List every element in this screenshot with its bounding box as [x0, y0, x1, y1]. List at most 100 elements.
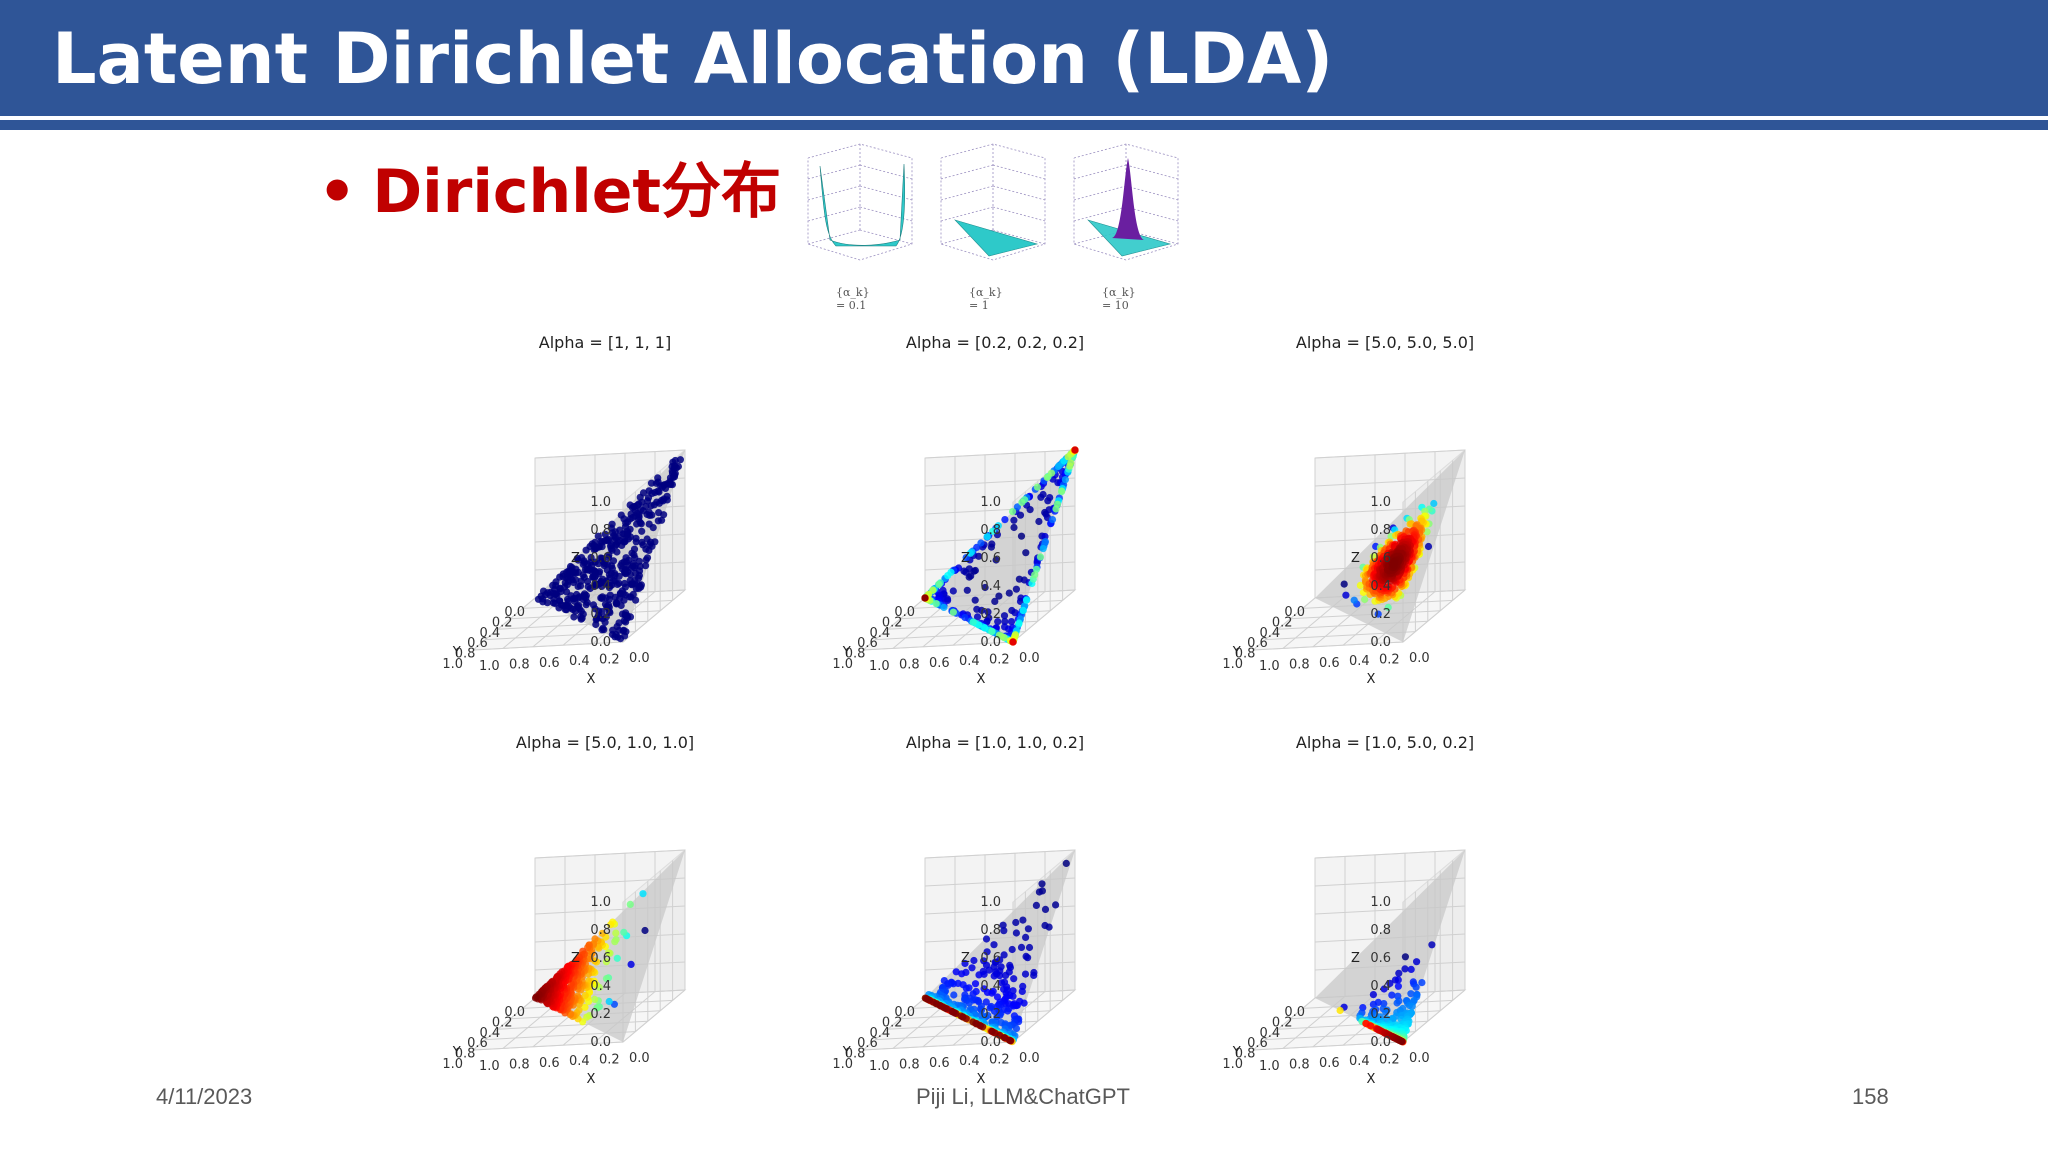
- scatter-point: [591, 935, 599, 943]
- x-tick-label: 0.0: [629, 1051, 650, 1066]
- scatter-point: [609, 557, 618, 565]
- plot-title: Alpha = [1.0, 1.0, 0.2]: [906, 733, 1084, 752]
- scatter-point: [635, 515, 643, 523]
- scatter-plot-6: Alpha = [1.0, 5.0, 0.2] 0.0 0.2 0.4 0.6 0.8 1.…: [1220, 730, 1520, 1104]
- scatter-point: [636, 493, 644, 501]
- z-tick-label: 0.8: [1370, 923, 1391, 938]
- scatter-point: [610, 532, 618, 540]
- y-tick-label: 0.6: [1247, 636, 1268, 651]
- scatter-point: [1009, 638, 1017, 646]
- scatter-point: [990, 1007, 999, 1015]
- scatter-point: [654, 487, 662, 495]
- x-tick-label: 0.8: [509, 657, 530, 672]
- scatter-point: [1015, 619, 1023, 627]
- scatter-point: [1005, 1036, 1014, 1044]
- scatter-point: [935, 580, 943, 588]
- plot-title: Alpha = [5.0, 1.0, 1.0]: [516, 733, 694, 752]
- density-plot-3: [1066, 136, 1186, 300]
- scatter-point: [611, 938, 619, 946]
- z-tick-label: 0.0: [590, 635, 611, 650]
- scatter-point: [1035, 517, 1043, 526]
- scatter-point: [626, 900, 634, 908]
- scatter-point: [618, 541, 626, 549]
- scatter-point: [1032, 565, 1041, 573]
- y-axis-label: Y: [452, 1045, 461, 1060]
- y-tick-label: 1.0: [442, 1057, 463, 1072]
- scatter-point: [983, 533, 991, 541]
- scatter-point: [1021, 970, 1030, 978]
- scatter-point: [990, 941, 998, 949]
- x-tick-label: 0.8: [899, 1057, 920, 1072]
- scatter-point: [642, 545, 650, 553]
- scatter-point: [944, 981, 952, 989]
- z-tick-label: 0.8: [590, 923, 611, 938]
- plot-title: Alpha = [1.0, 5.0, 0.2]: [1296, 733, 1474, 752]
- scatter-points: [1336, 941, 1436, 1046]
- scatter-point: [1036, 553, 1045, 561]
- scatter-point: [531, 994, 540, 1002]
- y-tick-label: 0.2: [882, 615, 903, 630]
- scatter-point: [1000, 951, 1008, 959]
- scatter-point: [932, 1000, 940, 1008]
- scatter-point: [627, 510, 635, 518]
- density-caption: {α_k} = 10: [1102, 286, 1136, 312]
- scatter-point: [631, 576, 639, 584]
- scatter-point: [1035, 888, 1043, 896]
- scatter-point: [1394, 976, 1402, 984]
- x-tick-label: 0.8: [1289, 657, 1310, 672]
- scatter-point: [1007, 618, 1016, 626]
- z-axis-label: Z: [1351, 551, 1360, 566]
- scatter-point: [587, 567, 596, 575]
- scatter-point: [1423, 528, 1431, 536]
- scatter-point: [613, 954, 621, 962]
- density-caption: {α_k} = 0.1: [836, 286, 870, 312]
- scatter-point: [971, 980, 980, 988]
- title-bar: [0, 0, 2048, 116]
- scatter-point: [647, 538, 655, 546]
- scatter-point: [598, 929, 606, 937]
- plot-title: Alpha = [0.2, 0.2, 0.2]: [906, 333, 1084, 352]
- y-tick-label: 0.2: [492, 1015, 513, 1030]
- scatter-point: [1398, 1037, 1406, 1046]
- scatter-point: [562, 601, 570, 609]
- x-tick-label: 1.0: [1259, 659, 1280, 674]
- scatter-point: [949, 608, 957, 616]
- scatter-point: [608, 520, 616, 528]
- scatter-point: [1012, 585, 1020, 593]
- scatter-point: [1412, 983, 1420, 991]
- x-tick-label: 0.0: [629, 651, 650, 666]
- y-axis-label: Y: [1232, 645, 1241, 660]
- scatter-point: [992, 556, 1000, 564]
- scatter-point: [584, 583, 592, 591]
- scatter-point: [620, 579, 629, 588]
- scatter-point: [647, 502, 655, 510]
- x-tick-label: 0.2: [599, 653, 620, 668]
- scatter-point: [1336, 1006, 1344, 1015]
- z-tick-label: 0.6: [590, 951, 611, 966]
- x-tick-label: 0.6: [539, 1056, 560, 1071]
- x-tick-label: 0.2: [989, 653, 1010, 668]
- scatter-point: [659, 497, 667, 505]
- z-axis-label: Z: [571, 951, 580, 966]
- scatter-point: [995, 592, 1003, 600]
- scatter-point: [1022, 596, 1031, 604]
- z-tick-label: 0.6: [1370, 951, 1391, 966]
- scatter-point: [950, 991, 958, 999]
- y-tick-label: 0.4: [870, 1026, 891, 1041]
- scatter-point: [555, 604, 563, 612]
- y-tick-label: 0.2: [492, 615, 513, 630]
- scatter-point: [963, 586, 971, 594]
- z-tick-label: 1.0: [590, 895, 611, 910]
- scatter-point: [616, 635, 625, 643]
- scatter-point: [985, 966, 993, 974]
- scatter-point: [575, 593, 583, 601]
- scatter-point: [1010, 975, 1018, 983]
- scatter-point: [1017, 943, 1026, 951]
- scatter-point: [1022, 549, 1030, 557]
- scatter-point: [639, 890, 647, 898]
- scatter-point: [970, 956, 978, 965]
- scatter-point: [1047, 469, 1056, 477]
- x-tick-label: 0.0: [1409, 651, 1430, 666]
- scatter-point: [1386, 979, 1394, 987]
- footer-page-number: 158: [1852, 1084, 1889, 1109]
